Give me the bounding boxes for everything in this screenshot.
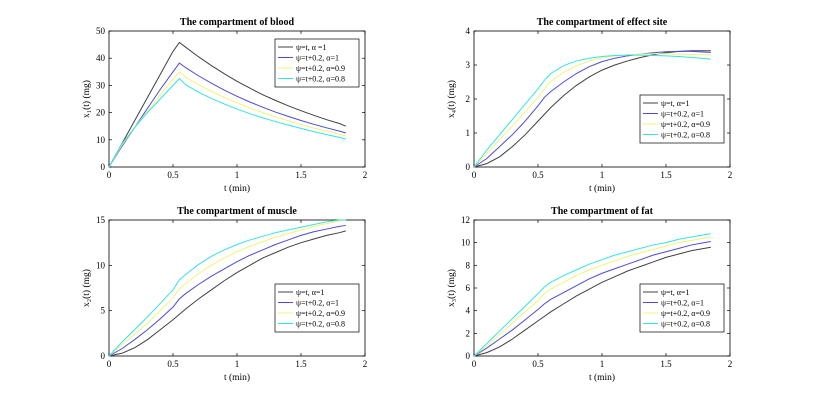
legend-label-3: ψ=t+0.2, α=0.9: [296, 309, 345, 318]
y-tick-label: 2: [466, 94, 471, 104]
chart-title: The compartment of muscle: [177, 206, 297, 217]
y-tick-label: 8: [466, 260, 471, 270]
x-tick-label: 2: [728, 170, 733, 180]
series-line-1: [473, 246, 711, 357]
y-tick-label: 30: [96, 80, 106, 90]
y-tick-label: 0: [466, 351, 471, 361]
series-line-3: [473, 53, 711, 168]
y-axis-label: x₃(t) (mg): [446, 269, 457, 307]
x-tick-label: 1.5: [295, 359, 307, 369]
legend-label-1: ψ=t, α=1: [296, 288, 324, 297]
series-line-3: [473, 236, 711, 357]
series-line-1: [108, 230, 346, 357]
x-tick-label: 1.5: [660, 359, 672, 369]
legend: ψ=t, α=1 ψ=t+0.2, α=1ψ=t+0.2, α=0.9 ψ=t+0.…: [274, 283, 360, 333]
legend-label-2: ψ=t+0.2, α=1: [296, 299, 339, 308]
y-axis-label: x₁(t) (mg): [81, 80, 92, 118]
y-tick-label: 4: [466, 26, 471, 36]
legend-label-4: ψ=t+0.2, α=0.8: [296, 75, 345, 84]
legend-label-3: ψ=t+0.2, α=0.9: [661, 309, 710, 318]
x-tick-label: 0: [107, 359, 112, 369]
y-tick-label: 0: [466, 162, 471, 172]
legend-label-1: ψ=t, α=1: [661, 288, 689, 297]
x-tick-label: 0.5: [167, 359, 179, 369]
series-line-3: [108, 219, 346, 357]
y-tick-label: 20: [96, 108, 106, 118]
series-line-2: [473, 50, 711, 168]
legend-label-2: ψ=t+0.2, α=1: [661, 299, 704, 308]
x-tick-label: 0.5: [532, 359, 544, 369]
y-tick-label: 1: [466, 128, 471, 138]
x-tick-label: 2: [363, 170, 368, 180]
legend: ψ=t, α=1 ψ=t+0.2, α=1ψ=t+0.2, α=0.9 ψ=t+0.…: [639, 94, 725, 144]
x-tick-label: 0: [107, 170, 112, 180]
legend: ψ=t, α =1 ψ=t+0.2, α=1ψ=t+0.2, α=0.9 ψ=t+0…: [274, 38, 360, 88]
chart-title: The compartment of effect site: [537, 17, 668, 28]
x-axis-label: t (min): [224, 183, 250, 194]
y-tick-label: 4: [466, 306, 471, 316]
y-tick-label: 10: [96, 135, 106, 145]
y-tick-label: 3: [466, 60, 471, 70]
legend-label-1: ψ=t, α=1: [661, 99, 689, 108]
y-tick-label: 0: [101, 162, 106, 172]
y-tick-label: 15: [96, 215, 106, 225]
series-line-4: [473, 233, 711, 357]
y-tick-label: 50: [96, 26, 106, 36]
x-axis-label: t (min): [589, 372, 615, 383]
x-axis-label: t (min): [589, 183, 615, 194]
series-line-2: [473, 241, 711, 357]
y-tick-label: 10: [461, 238, 471, 248]
x-tick-label: 0: [472, 359, 477, 369]
legend-label-4: ψ=t+0.2, α=0.8: [661, 320, 710, 329]
series-line-4: [473, 54, 711, 168]
series-line-1: [108, 41, 346, 168]
y-axis-label: x₂(t) (mg): [81, 269, 92, 307]
legend-label-2: ψ=t+0.2, α=1: [661, 110, 704, 119]
legend-label-4: ψ=t+0.2, α=0.8: [661, 131, 710, 140]
x-tick-label: 1: [235, 359, 240, 369]
chart-muscle: The compartment of muscle 0 0.5 1 1.5 2 0 5 10 15…: [81, 206, 367, 383]
y-axis-label: x₄(t) (mg): [446, 80, 457, 118]
x-tick-label: 1.5: [660, 170, 672, 180]
y-tick-label: 40: [96, 53, 106, 63]
legend: ψ=t, α=1 ψ=t+0.2, α=1ψ=t+0.2, α=0.9 ψ=t+0.…: [639, 283, 725, 333]
legend-label-1: ψ=t, α =1: [296, 43, 326, 52]
x-tick-label: 0: [472, 170, 477, 180]
chart-fat: The compartment of fat 0 0.5 1 1.5 2 0 2 4 6 8 10 12…: [446, 206, 732, 383]
y-tick-label: 5: [101, 306, 106, 316]
series-line-2: [108, 62, 346, 168]
y-tick-label: 0: [101, 351, 106, 361]
x-tick-label: 0.5: [167, 170, 179, 180]
chart-title: The compartment of blood: [180, 17, 295, 28]
series-line-4: [108, 77, 346, 168]
series-line-2: [108, 224, 346, 357]
x-tick-label: 1.5: [295, 170, 307, 180]
chart-title: The compartment of fat: [551, 206, 654, 217]
y-tick-label: 2: [466, 328, 471, 338]
y-tick-label: 6: [466, 283, 471, 293]
y-tick-label: 12: [461, 215, 470, 225]
x-tick-label: 2: [728, 359, 733, 369]
x-tick-label: 1: [235, 170, 240, 180]
y-tick-label: 10: [96, 260, 106, 270]
x-tick-label: 1: [600, 359, 605, 369]
legend-label-3: ψ=t+0.2, α=0.9: [661, 120, 710, 129]
chart-effect: The compartment of effect site 0 0.5 1 1.5 2 0…: [446, 17, 732, 194]
legend-label-3: ψ=t+0.2, α=0.9: [296, 64, 345, 73]
legend-label-2: ψ=t+0.2, α=1: [296, 54, 339, 63]
x-axis-label: t (min): [224, 372, 250, 383]
series-line-3: [108, 71, 346, 168]
legend-label-4: ψ=t+0.2, α=0.8: [296, 320, 345, 329]
x-tick-label: 0.5: [532, 170, 544, 180]
series-line-4: [108, 219, 346, 357]
x-tick-label: 2: [363, 359, 368, 369]
x-tick-label: 1: [600, 170, 605, 180]
